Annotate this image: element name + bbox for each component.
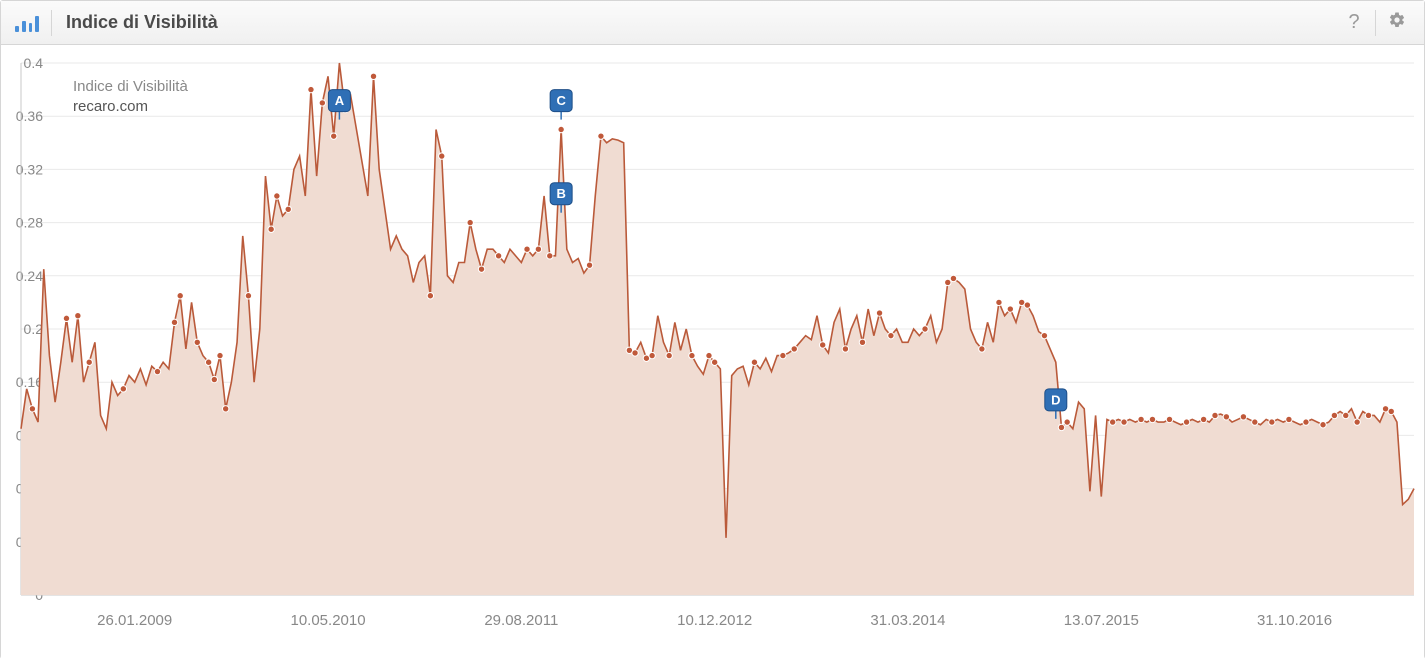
svg-text:13.07.2015: 13.07.2015 bbox=[1064, 612, 1139, 629]
header-separator bbox=[51, 10, 52, 36]
svg-text:A: A bbox=[335, 93, 345, 108]
gear-icon[interactable] bbox=[1382, 11, 1412, 35]
svg-text:C: C bbox=[556, 93, 566, 108]
panel-header: Indice di Visibilità ? bbox=[1, 1, 1424, 45]
svg-text:26.01.2009: 26.01.2009 bbox=[97, 612, 172, 629]
svg-text:B: B bbox=[556, 186, 565, 201]
svg-text:0.32: 0.32 bbox=[16, 161, 43, 177]
svg-text:29.08.2011: 29.08.2011 bbox=[484, 612, 558, 629]
svg-text:D: D bbox=[1051, 392, 1060, 407]
svg-text:0.4: 0.4 bbox=[24, 55, 44, 71]
svg-text:31.10.2016: 31.10.2016 bbox=[1257, 612, 1332, 629]
header-separator-right bbox=[1375, 10, 1376, 36]
svg-text:0.2: 0.2 bbox=[24, 321, 44, 337]
help-icon[interactable]: ? bbox=[1339, 11, 1369, 34]
svg-text:0.36: 0.36 bbox=[16, 108, 43, 124]
visibility-chart[interactable]: 00.040.080.120.160.20.240.280.320.360.42… bbox=[1, 45, 1424, 659]
visibility-panel: Indice di Visibilità ? Indice di Visibil… bbox=[0, 0, 1425, 659]
svg-text:31.03.2014: 31.03.2014 bbox=[870, 612, 945, 629]
svg-text:0.24: 0.24 bbox=[16, 268, 43, 284]
chart-area[interactable]: Indice di Visibilità recaro.com 00.040.0… bbox=[1, 45, 1424, 660]
panel-title: Indice di Visibilità bbox=[66, 12, 1339, 33]
svg-text:10.12.2012: 10.12.2012 bbox=[677, 612, 752, 629]
chart-bars-icon bbox=[15, 14, 39, 32]
svg-text:0.28: 0.28 bbox=[16, 215, 43, 231]
svg-text:10.05.2010: 10.05.2010 bbox=[290, 612, 365, 629]
